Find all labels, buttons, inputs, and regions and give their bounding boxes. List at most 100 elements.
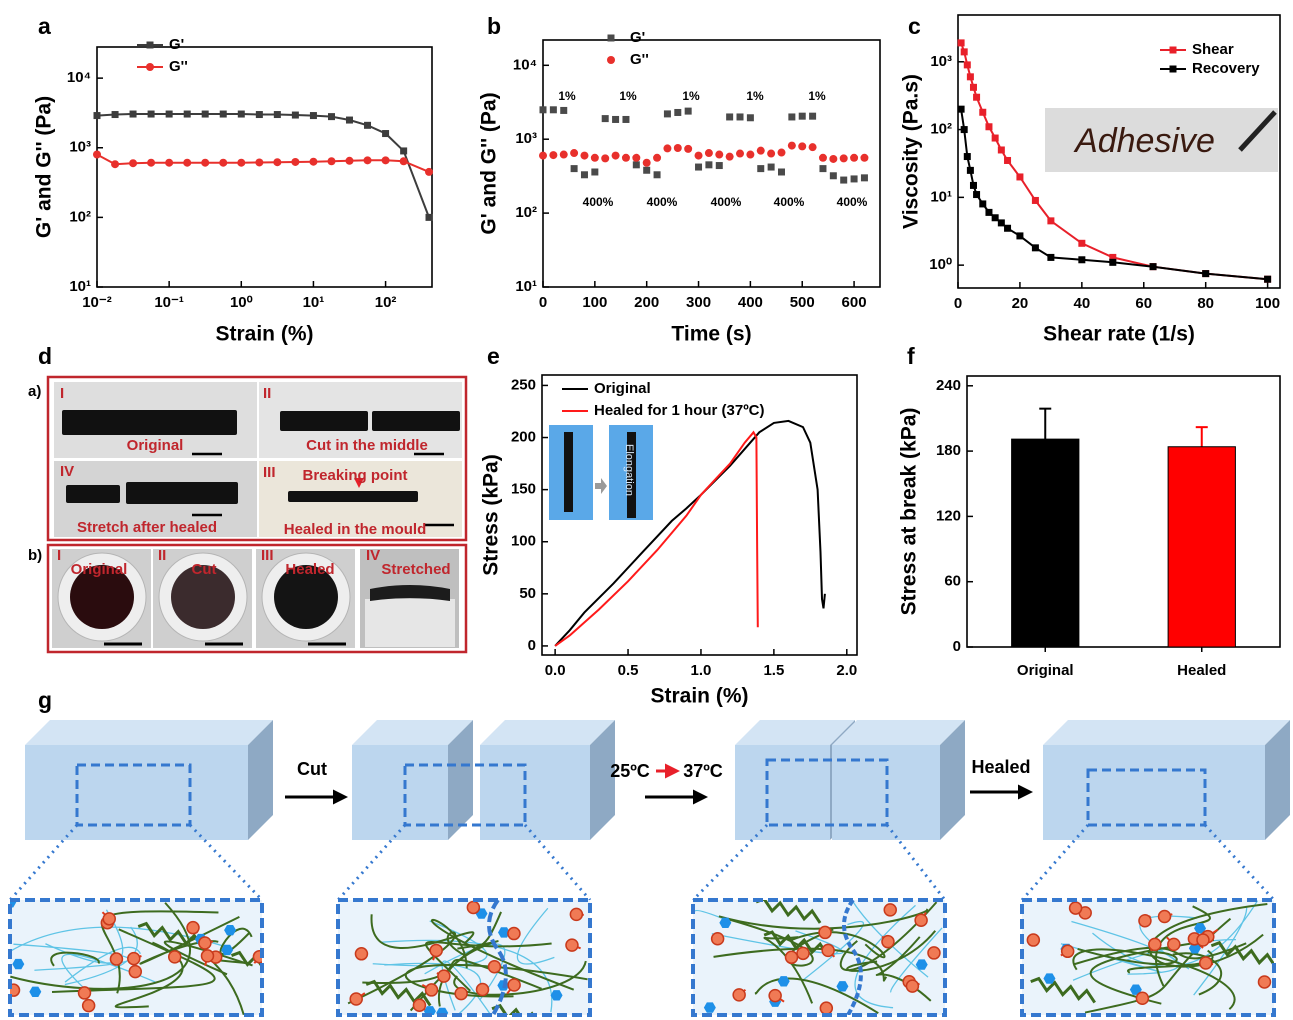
particle: [507, 926, 521, 941]
photo-numeral: III: [261, 547, 274, 564]
data-point: [991, 134, 999, 142]
data-point: [183, 110, 191, 118]
polymer-chain: [409, 911, 502, 1012]
particle: [437, 969, 451, 983]
data-point: [819, 165, 827, 173]
network-strand: [380, 939, 553, 1013]
photo-note: Breaking point: [302, 467, 407, 484]
data-point: [1109, 258, 1117, 266]
crosslinker: [224, 924, 237, 936]
polymer-chain: [713, 947, 888, 982]
block-front: [480, 745, 590, 840]
data-point: [694, 151, 703, 160]
data-point: [860, 174, 868, 182]
network-strand: [64, 946, 141, 983]
photo-caption: Stretched: [381, 561, 450, 578]
photo-caption: Original: [71, 561, 128, 578]
x-tick-label: 400: [738, 294, 763, 311]
sample-strip: [126, 482, 238, 504]
panel-label: d: [38, 343, 52, 369]
data-point: [327, 157, 336, 166]
x-tick-label: 0: [954, 295, 962, 312]
polymer-chain: [437, 940, 499, 1007]
data-point: [580, 151, 589, 160]
data-point: [829, 172, 837, 180]
data-point: [653, 171, 661, 179]
data-point: [985, 123, 993, 131]
particle: [883, 903, 897, 917]
inset-text: Elongation: [623, 444, 635, 496]
data-point: [111, 160, 120, 169]
zoom-line: [1020, 824, 1090, 901]
data-point: [767, 163, 775, 171]
data-point: [1031, 196, 1039, 204]
photo-numeral: I: [57, 547, 61, 564]
data-point: [399, 157, 408, 166]
data-point: [273, 158, 282, 167]
data-point: [591, 168, 599, 176]
legend-marker: [607, 56, 615, 64]
particle: [1199, 956, 1213, 970]
block-front: [1043, 745, 1265, 840]
polymer-chain: [1172, 952, 1223, 996]
x-tick-label: 1.0: [691, 662, 712, 679]
data-point: [1004, 224, 1012, 232]
data-point: [966, 166, 974, 174]
bar: [1167, 446, 1236, 648]
legend-label: Healed for 1 hour (37ºC): [594, 402, 765, 419]
data-point: [612, 115, 620, 123]
legend-label: G': [169, 36, 184, 53]
plot-frame: [542, 39, 881, 288]
data-point: [580, 171, 588, 179]
y-tick-label: 10¹: [515, 278, 537, 295]
y-axis-title: Stress (kPa): [480, 454, 503, 575]
legend-marker: [146, 63, 154, 71]
block-top: [1043, 720, 1290, 745]
y-tick-label: 120: [936, 507, 961, 524]
block-side: [1265, 720, 1290, 840]
block-side: [590, 720, 615, 840]
data-point: [237, 110, 245, 118]
x-tick-label: 10⁻¹: [154, 294, 184, 311]
data-point: [997, 219, 1005, 227]
legend-label: Recovery: [1192, 60, 1260, 77]
data-point: [1202, 270, 1210, 278]
polymer-chain: [347, 931, 467, 1005]
data-point: [756, 146, 765, 155]
y-tick-label: 0: [528, 637, 536, 654]
polymer-chain: [431, 918, 575, 991]
data-point: [364, 121, 372, 129]
data-point: [93, 112, 101, 120]
legend-label: G'': [630, 51, 649, 68]
y-tick-label: 10²: [930, 121, 952, 138]
data-point: [1109, 253, 1117, 261]
inset-frame: [8, 898, 264, 1017]
gel: [171, 565, 235, 629]
y-tick-label: 10³: [69, 139, 91, 156]
crosslinker: [777, 976, 790, 987]
crosslinker: [29, 986, 42, 997]
network-strand: [1193, 906, 1248, 996]
data-point: [798, 142, 807, 151]
data-point: [736, 113, 744, 121]
particle: [1167, 937, 1181, 952]
network-strand: [516, 907, 555, 965]
data-point: [663, 144, 672, 153]
particle: [200, 949, 215, 963]
sub-label: a): [28, 383, 41, 400]
data-point: [1149, 263, 1157, 271]
annotation: 400%: [711, 195, 742, 209]
network-inset: [1022, 900, 1274, 1015]
data-point: [787, 141, 796, 150]
y-tick-label: 60: [944, 573, 961, 590]
y-tick-label: 240: [936, 377, 961, 394]
data-point: [539, 151, 547, 160]
particle: [487, 959, 502, 974]
data-point: [642, 158, 651, 167]
photo-numeral: II: [263, 385, 271, 402]
data-point: [798, 112, 806, 120]
annotation: 1%: [558, 89, 576, 103]
ruler: [365, 599, 455, 647]
data-point: [788, 113, 796, 121]
helix: [763, 930, 830, 957]
